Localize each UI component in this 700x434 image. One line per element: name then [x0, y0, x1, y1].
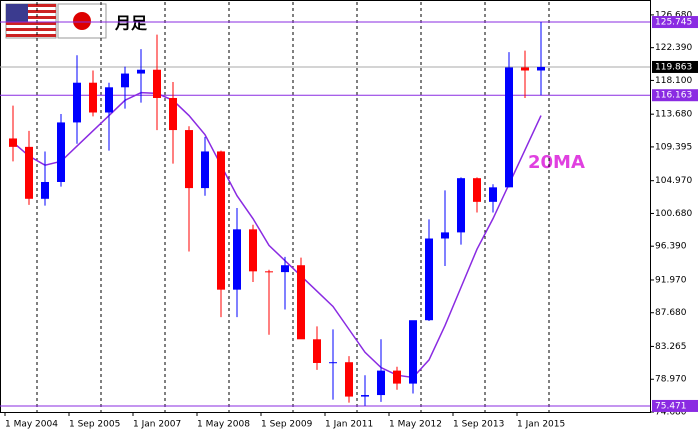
candle-body — [425, 238, 433, 321]
level-label: 75.471 — [655, 401, 687, 411]
candle-body — [121, 73, 129, 88]
candle-body — [249, 229, 257, 272]
candle-body — [377, 370, 385, 396]
moving-average — [12, 91, 542, 379]
candle-body — [521, 67, 529, 71]
candle-body — [409, 320, 417, 384]
candle-body — [313, 339, 321, 363]
x-tick-label: 1 Sep 2009 — [261, 420, 313, 430]
candle-body — [9, 138, 17, 147]
x-tick-label: 1 May 2012 — [389, 420, 442, 430]
candle-body — [57, 122, 65, 182]
candle-body — [441, 232, 449, 239]
y-tick-label: 104.970 — [655, 176, 692, 186]
level-label: 119.863 — [655, 62, 692, 72]
candle-body — [169, 97, 177, 131]
candle-body — [265, 271, 273, 273]
plot-frame — [0, 0, 651, 413]
candle-body — [201, 151, 209, 189]
x-tick-label: 1 Jan 2015 — [517, 420, 565, 430]
y-tick-label: 118.100 — [655, 76, 692, 86]
candle-body — [473, 178, 481, 202]
candle-body — [281, 265, 289, 273]
x-tick-label: 1 Sep 2005 — [69, 420, 120, 430]
level-label-bg — [652, 16, 698, 29]
y-tick-label: 113.680 — [655, 110, 692, 120]
x-tick-label: 1 Sep 2013 — [453, 420, 504, 430]
level-label-bg — [652, 399, 698, 412]
candle-body — [361, 395, 369, 397]
level-label-bg — [652, 89, 698, 102]
candle-body — [393, 370, 401, 384]
y-tick-label: 87.680 — [655, 308, 687, 318]
y-tick-label: 83.265 — [655, 342, 687, 352]
y-tick-label: 74.680 — [655, 408, 687, 418]
y-tick-label: 100.680 — [655, 209, 692, 219]
y-tick-label: 109.395 — [655, 142, 692, 152]
candle-body — [329, 362, 337, 364]
candle-body — [537, 66, 545, 71]
y-tick-label: 96.390 — [655, 242, 687, 252]
candle-body — [25, 146, 33, 199]
candle-body — [233, 229, 241, 290]
candle-body — [89, 82, 97, 113]
candle-body — [297, 265, 305, 340]
jp-flag — [57, 3, 107, 39]
candle-body — [457, 178, 465, 233]
chart-title: 月足 — [114, 14, 148, 33]
x-tick-label: 1 Jan 2011 — [325, 420, 373, 430]
x-tick-label: 1 Jan 2007 — [133, 420, 181, 430]
candle-body — [489, 187, 497, 202]
y-tick-label: 126.680 — [655, 10, 692, 20]
candle-body — [217, 151, 225, 290]
candle-body — [505, 67, 513, 188]
level-label: 116.163 — [655, 91, 692, 101]
candle-body — [345, 362, 353, 397]
y-tick-label: 122.390 — [655, 43, 692, 53]
candle-body — [105, 87, 113, 113]
x-tick-label: 1 May 2004 — [5, 420, 58, 430]
candle-body — [41, 181, 49, 199]
y-tick-label: 78.970 — [655, 375, 687, 385]
level-label: 125.745 — [655, 18, 692, 28]
candle-body — [73, 82, 81, 123]
candle-body — [185, 130, 193, 189]
x-tick-label: 1 May 2008 — [197, 420, 250, 430]
level-label-bg — [652, 60, 698, 73]
ma-annotation: 20MA — [528, 152, 585, 173]
us-flag — [5, 3, 57, 39]
candle-body — [153, 69, 161, 98]
y-tick-label: 91.970 — [655, 275, 687, 285]
candle-body — [137, 69, 145, 74]
